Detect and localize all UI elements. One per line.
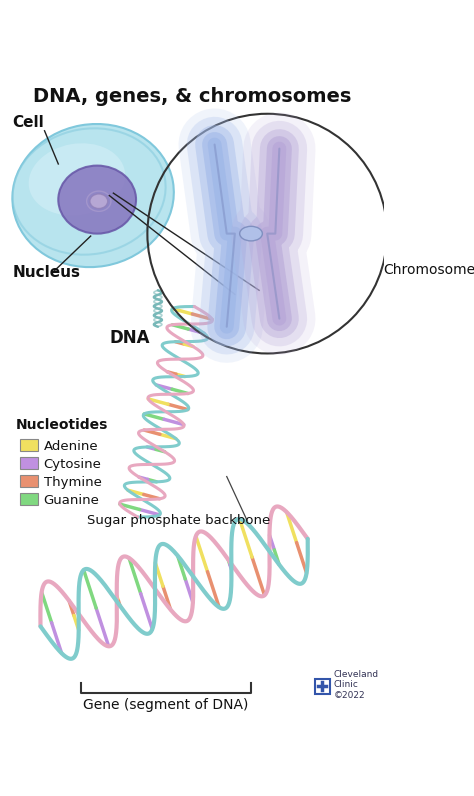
FancyBboxPatch shape — [20, 475, 38, 487]
Text: Guanine: Guanine — [44, 494, 100, 506]
FancyBboxPatch shape — [20, 457, 38, 470]
Ellipse shape — [58, 166, 136, 233]
Ellipse shape — [12, 124, 174, 267]
Text: DNA: DNA — [109, 329, 150, 347]
Ellipse shape — [240, 226, 263, 241]
FancyBboxPatch shape — [20, 493, 38, 505]
Ellipse shape — [90, 194, 108, 209]
Text: Chromosome: Chromosome — [383, 263, 474, 277]
Text: DNA, genes, & chromosomes: DNA, genes, & chromosomes — [33, 88, 351, 107]
Text: Nucleus: Nucleus — [12, 264, 80, 279]
Ellipse shape — [29, 143, 125, 216]
Text: Cytosine: Cytosine — [44, 458, 101, 471]
Text: Sugar phosphate backbone: Sugar phosphate backbone — [87, 514, 270, 527]
FancyBboxPatch shape — [20, 439, 38, 451]
Text: Adenine: Adenine — [44, 440, 98, 453]
Text: Thymine: Thymine — [44, 476, 101, 489]
Text: Gene (segment of DNA): Gene (segment of DNA) — [83, 698, 249, 712]
Text: Cell: Cell — [12, 115, 44, 130]
Text: Nucleotides: Nucleotides — [16, 418, 109, 431]
Text: Cleveland
Clinic
©2022: Cleveland Clinic ©2022 — [334, 669, 379, 700]
Ellipse shape — [12, 128, 165, 255]
